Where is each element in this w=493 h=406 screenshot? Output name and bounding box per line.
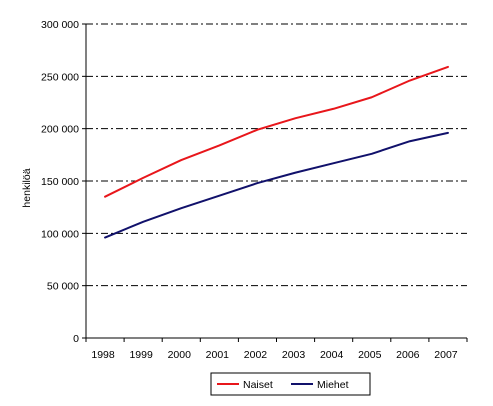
y-axis-label: henkilöä bbox=[21, 168, 33, 207]
x-tick-label: 2003 bbox=[282, 349, 306, 361]
y-tick-label: 200 000 bbox=[41, 124, 79, 136]
legend-label-naiset: Naiset bbox=[243, 379, 273, 391]
x-tick-label: 2001 bbox=[206, 349, 230, 361]
y-axis: 0 50 000 100 000 150 000 200 000 250 000 300 0… bbox=[41, 19, 87, 345]
y-tick-label: 0 bbox=[73, 333, 79, 345]
y-tick-label: 50 000 bbox=[47, 281, 79, 293]
x-tick-label: 1999 bbox=[129, 349, 153, 361]
legend: Naiset Miehet bbox=[210, 372, 371, 396]
x-tick-label: 2005 bbox=[358, 349, 382, 361]
y-tick-label: 150 000 bbox=[41, 176, 79, 188]
series-line-naiset bbox=[104, 65, 449, 198]
y-tick-label: 300 000 bbox=[41, 19, 79, 31]
x-tick-label: 2007 bbox=[434, 349, 458, 361]
x-tick-label: 1998 bbox=[91, 349, 115, 361]
series-lines bbox=[104, 65, 449, 239]
y-tick-label: 100 000 bbox=[41, 228, 79, 240]
x-axis: 1998 1999 2000 2001 2002 2003 2004 2005 2006 2007 bbox=[85, 337, 468, 361]
legend-label-miehet: Miehet bbox=[317, 379, 349, 391]
x-tick-label: 2000 bbox=[168, 349, 192, 361]
legend-box bbox=[210, 372, 371, 396]
y-tick-label: 250 000 bbox=[41, 71, 79, 83]
gridlines bbox=[86, 23, 467, 287]
x-tick-label: 2004 bbox=[320, 349, 344, 361]
series-line-miehet bbox=[104, 131, 449, 239]
x-tick-label: 2002 bbox=[244, 349, 268, 361]
x-tick-label: 2006 bbox=[396, 349, 420, 361]
